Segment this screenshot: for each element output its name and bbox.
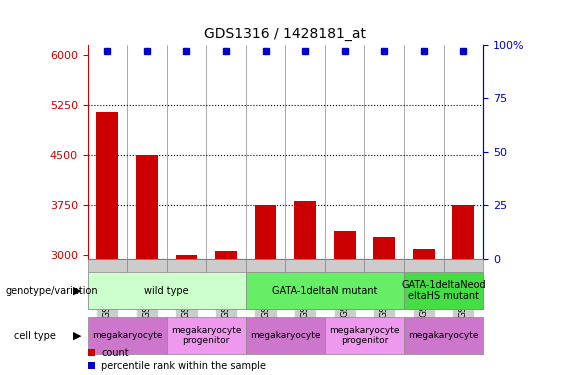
Text: percentile rank within the sample: percentile rank within the sample (101, 361, 266, 370)
Bar (255, 206, 276, 259)
Text: wild type: wild type (145, 286, 189, 296)
Bar (453, 206, 474, 259)
Bar (176, 255, 197, 259)
Text: ▶: ▶ (73, 286, 82, 296)
Text: megakaryocyte: megakaryocyte (408, 331, 479, 340)
Text: megakaryocyte: megakaryocyte (250, 331, 320, 340)
Bar (294, 201, 316, 259)
Text: megakaryocyte
progenitor: megakaryocyte progenitor (329, 326, 399, 345)
Text: GATA-1deltaN mutant: GATA-1deltaN mutant (272, 286, 377, 296)
Text: cell type: cell type (14, 331, 56, 340)
Text: genotype/variation: genotype/variation (6, 286, 98, 296)
Title: GDS1316 / 1428181_at: GDS1316 / 1428181_at (205, 27, 366, 41)
Bar (136, 155, 158, 259)
Text: megakaryocyte
progenitor: megakaryocyte progenitor (171, 326, 241, 345)
Bar (334, 231, 355, 259)
Text: ▶: ▶ (73, 331, 82, 340)
Text: GATA-1deltaNeod
eltaHS mutant: GATA-1deltaNeod eltaHS mutant (401, 280, 486, 302)
Text: count: count (101, 348, 129, 357)
Bar (373, 237, 395, 259)
Text: megakaryocyte: megakaryocyte (92, 331, 162, 340)
Bar (413, 249, 434, 259)
Bar (97, 112, 118, 259)
Bar (215, 251, 237, 259)
